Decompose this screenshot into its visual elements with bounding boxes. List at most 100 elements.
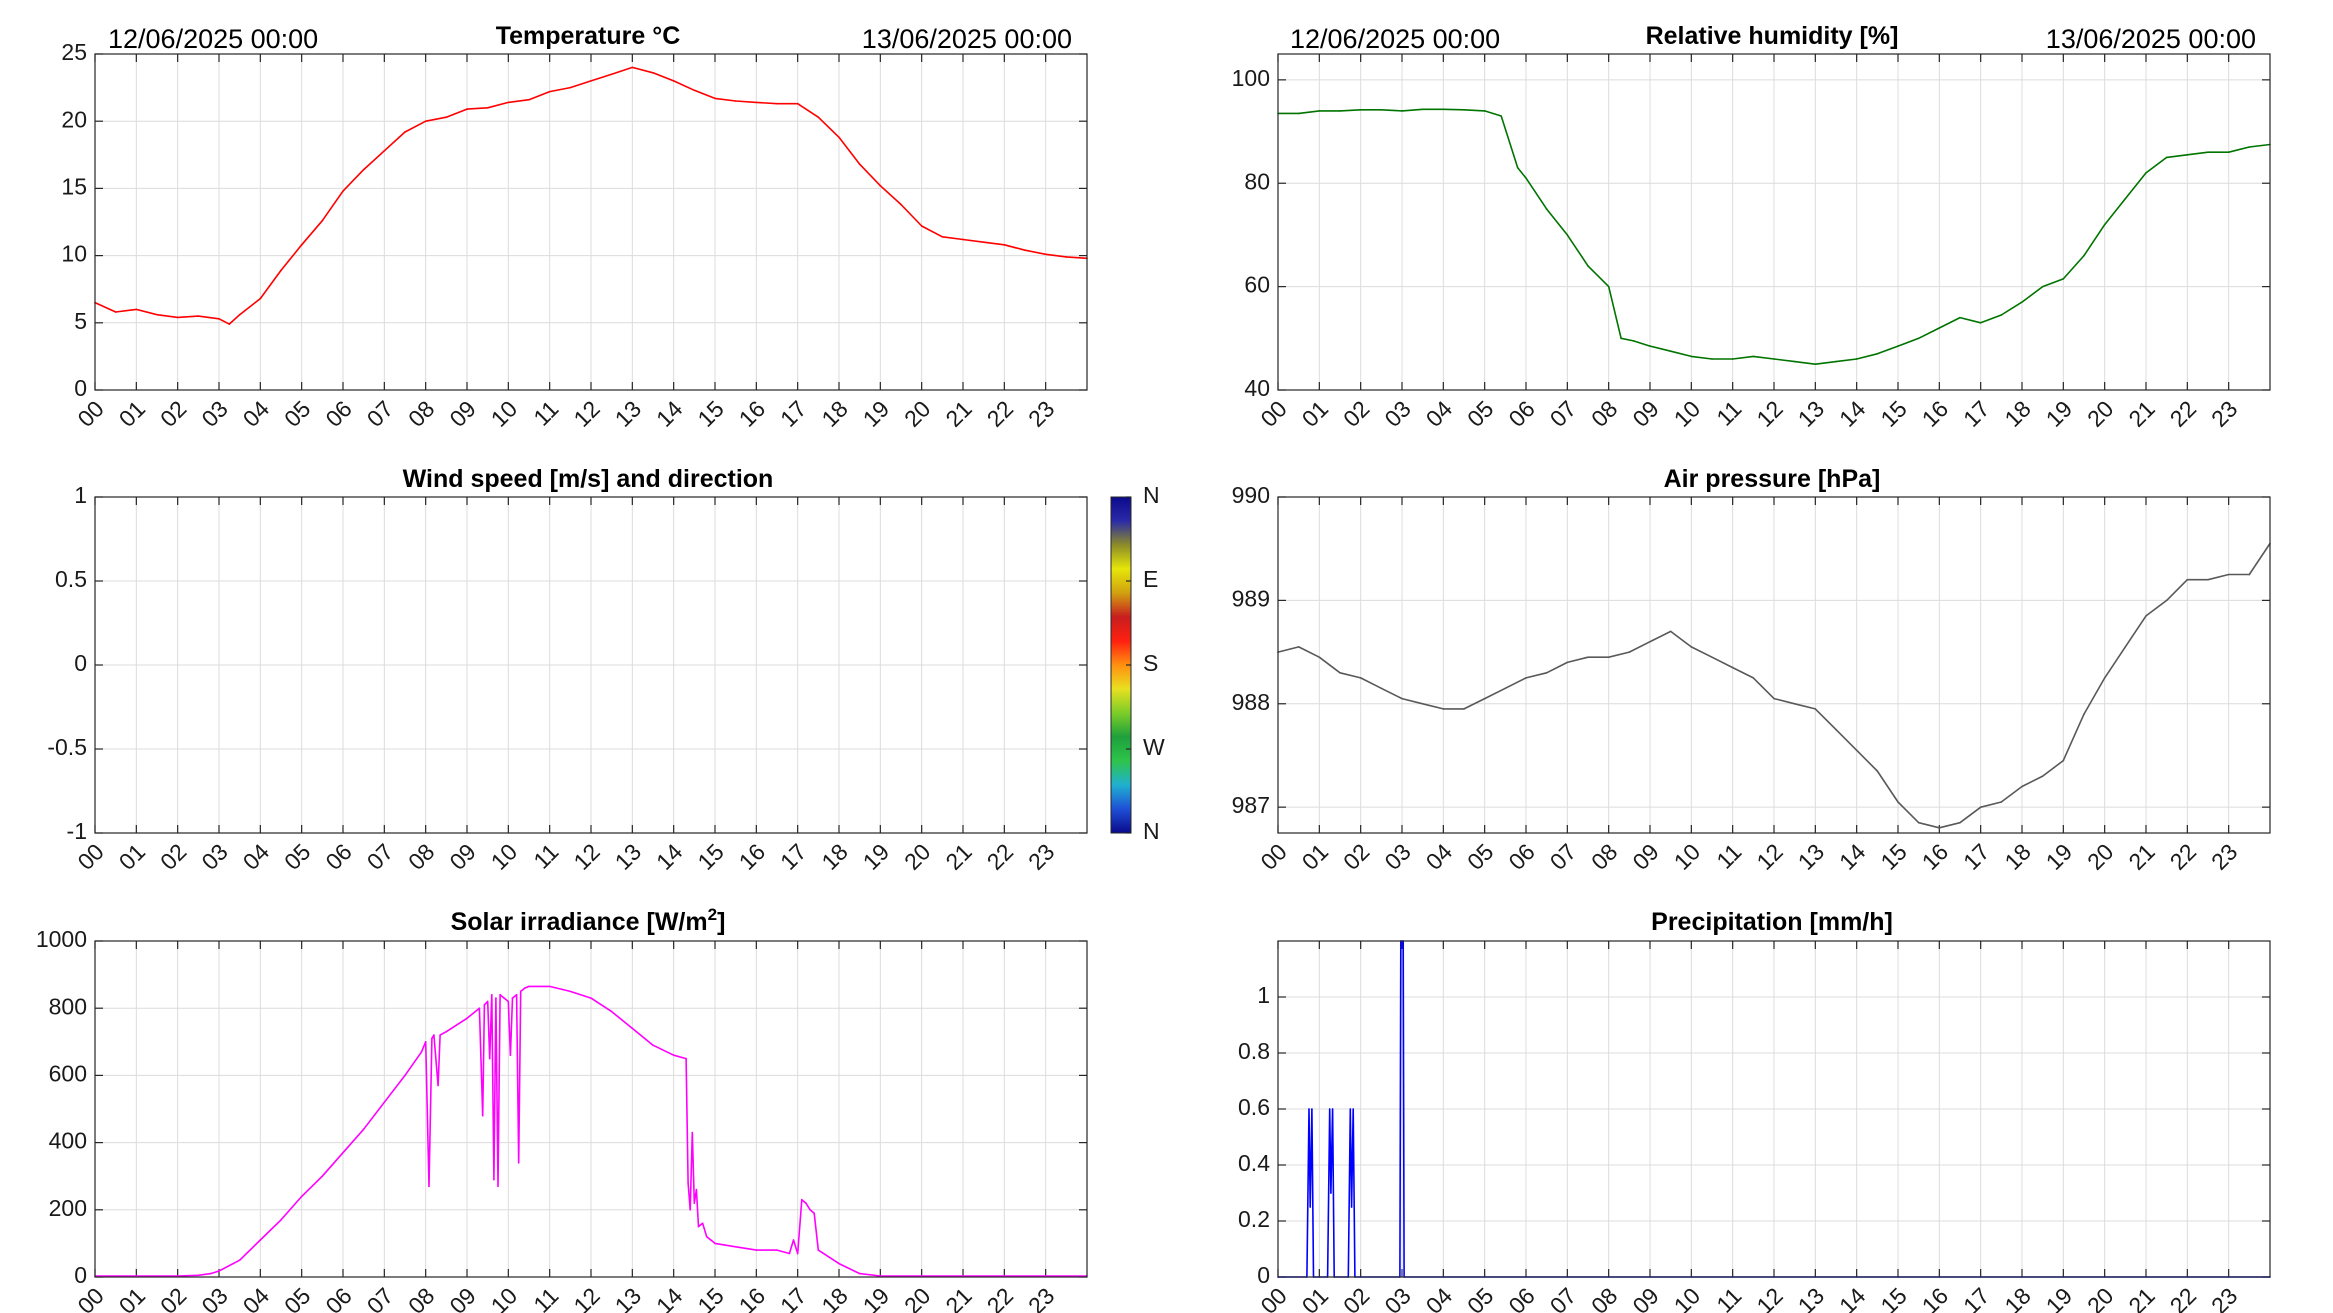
humidity-title: Relative humidity [%] xyxy=(1646,22,1899,50)
humidity-end-date: 13/06/2025 00:00 xyxy=(2046,24,2256,54)
temperature-xtick-label: 17 xyxy=(775,395,811,431)
pressure-xtick-label: 01 xyxy=(1297,838,1333,874)
wind-ytick-label: -0.5 xyxy=(47,734,87,760)
pressure-data-point xyxy=(1628,651,1631,653)
solar-data-point xyxy=(796,1252,799,1255)
pressure-data-point xyxy=(1483,697,1486,700)
pressure-xtick-label: 08 xyxy=(1586,838,1622,874)
humidity-data-point xyxy=(1855,358,1858,360)
temperature-data-point xyxy=(693,89,696,92)
solar-ytick-label: 1000 xyxy=(36,926,87,952)
humidity-xtick-label: 08 xyxy=(1586,395,1622,431)
precipitation-axes-frame xyxy=(1277,940,2271,1278)
temperature-ytick-label: 20 xyxy=(61,106,87,132)
precipitation-xtick-label: 22 xyxy=(2165,1282,2201,1313)
solar-data-point xyxy=(300,1195,303,1198)
solar-title: Solar irradiance [W/m2] xyxy=(451,905,726,936)
solar-data-point xyxy=(431,1037,433,1040)
solar-data-point xyxy=(685,1057,687,1060)
humidity-xtick-label: 16 xyxy=(1917,395,1953,431)
wind-xtick-label: 11 xyxy=(528,838,563,873)
solar-data-point xyxy=(548,985,551,988)
solar-xtick-label: 12 xyxy=(568,1282,604,1313)
solar-data-point xyxy=(135,1275,138,1277)
humidity-data-point xyxy=(1897,345,1899,347)
precipitation-xtick-label: 10 xyxy=(1669,1282,1705,1313)
pressure-data-point xyxy=(1339,671,1341,674)
temperature-xtick-label: 20 xyxy=(899,395,935,431)
pressure-xtick-label: 22 xyxy=(2165,838,2201,874)
humidity-xtick-label: 23 xyxy=(2206,395,2242,431)
solar-xtick-label: 21 xyxy=(940,1282,976,1313)
temperature-data-point xyxy=(197,315,200,317)
temperature-data-point xyxy=(1065,256,1068,258)
wind-xtick-label: 08 xyxy=(403,838,439,874)
solar-xtick-label: 22 xyxy=(982,1282,1018,1313)
temperature-title: Temperature °C xyxy=(496,22,681,50)
solar-data-point xyxy=(962,1275,964,1277)
pressure-data-point xyxy=(1959,821,1961,824)
colorbar-label: E xyxy=(1143,566,1158,592)
temperature-xtick-label: 22 xyxy=(982,395,1018,431)
pressure-xtick-label: 21 xyxy=(2123,838,2159,874)
solar-xtick-label: 04 xyxy=(238,1282,275,1313)
pressure-data-point xyxy=(1711,656,1713,659)
precipitation-title: Precipitation [mm/h] xyxy=(1651,908,1893,936)
humidity-data-point xyxy=(1566,234,1569,236)
humidity-data-point xyxy=(2124,197,2127,200)
temperature-data-point xyxy=(321,219,324,222)
solar-data-point xyxy=(493,1178,495,1181)
wind-xtick-label: 10 xyxy=(486,838,522,874)
temperature-data-point xyxy=(300,244,303,246)
solar-data-point xyxy=(652,1044,654,1046)
solar-ytick-label: 200 xyxy=(49,1195,87,1221)
solar-xtick-label: 02 xyxy=(155,1282,191,1313)
humidity-data-point xyxy=(2207,151,2209,154)
pressure-ytick-label: 989 xyxy=(1232,585,1270,611)
precipitation-data-point xyxy=(1352,1108,1355,1110)
temperature-data-point xyxy=(879,184,882,187)
solar-data-point xyxy=(809,1209,811,1211)
solar-data-point xyxy=(424,1041,427,1043)
solar-ytick-label: 600 xyxy=(49,1060,87,1086)
temperature-panel: 12/06/2025 00:00 Temperature °C 13/06/20… xyxy=(61,22,1088,432)
solar-data-point xyxy=(701,1222,704,1225)
solar-data-point xyxy=(569,990,572,993)
solar-xtick-label: 09 xyxy=(444,1282,480,1313)
humidity-data-point xyxy=(1339,110,1341,112)
precipitation-ytick-label: 0.8 xyxy=(1238,1038,1270,1064)
wind-xtick-label: 04 xyxy=(238,838,275,875)
temperature-data-point xyxy=(218,317,220,320)
solar-ytick-label: 800 xyxy=(49,993,87,1019)
temperature-xtick-label: 08 xyxy=(403,395,439,431)
solar-data-point xyxy=(517,1161,520,1164)
pressure-data-point xyxy=(1442,708,1445,710)
solar-data-point xyxy=(488,1057,491,1060)
temperature-xtick-label: 12 xyxy=(568,395,604,431)
solar-xtick-label: 03 xyxy=(196,1282,232,1313)
humidity-data-point xyxy=(1380,109,1383,111)
precipitation-data-point xyxy=(1331,1108,1334,1110)
humidity-xtick-label: 07 xyxy=(1545,395,1581,431)
precipitation-xtick-label: 17 xyxy=(1958,1282,1994,1313)
precipitation-xtick-label: 04 xyxy=(1421,1282,1458,1313)
temperature-xtick-label: 09 xyxy=(444,395,480,431)
humidity-data-point xyxy=(1938,327,1941,329)
pressure-data-point xyxy=(1979,806,1982,808)
wind-ytick-label: 0 xyxy=(74,650,87,676)
pressure-data-point xyxy=(1731,666,1734,669)
solar-data-point xyxy=(238,1259,241,1261)
temperature-xtick-label: 03 xyxy=(196,395,232,431)
pressure-data-point xyxy=(2062,759,2065,762)
temperature-data-point xyxy=(528,98,530,101)
wind-xtick-label: 17 xyxy=(775,838,811,874)
temperature-ytick-label: 25 xyxy=(61,39,87,65)
temperature-xtick-label: 04 xyxy=(238,395,275,432)
precipitation-xtick-label: 09 xyxy=(1627,1282,1663,1313)
humidity-data-point xyxy=(1959,316,1961,319)
solar-data-point xyxy=(280,1219,282,1221)
precipitation-xtick-label: 03 xyxy=(1379,1282,1415,1313)
precipitation-xtick-label: 15 xyxy=(1875,1282,1911,1313)
pressure-data-point xyxy=(1380,687,1383,690)
temperature-xtick-label: 18 xyxy=(816,395,852,431)
